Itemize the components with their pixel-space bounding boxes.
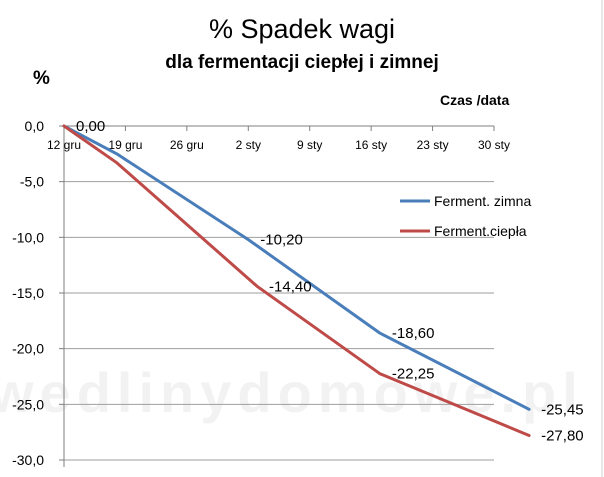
x-tick-label: 2 sty	[236, 138, 261, 152]
data-label: -10,20	[260, 232, 303, 249]
data-label: 0,00	[76, 118, 105, 135]
chart-title: % Spadek wagi	[208, 14, 396, 44]
y-tick-label: -5,0	[20, 174, 44, 190]
y-tick-label: -10,0	[12, 229, 44, 245]
data-label: -22,25	[392, 366, 435, 383]
data-label: -25,45	[541, 401, 584, 418]
series-line-ciepla	[62, 124, 531, 437]
legend-label: Ferment. zimna	[434, 193, 531, 209]
y-tick-label: -25,0	[12, 396, 44, 412]
watermark: wedlinydomowe.pl	[0, 361, 584, 424]
x-tick-label: 9 sty	[297, 138, 322, 152]
chart-subtitle: dla fermentacji ciepłej i zimnej	[165, 52, 439, 73]
y-axis-label: %	[33, 68, 50, 89]
x-tick-label: 26 gru	[170, 138, 204, 152]
y-tick-label: -15,0	[12, 285, 44, 301]
x-tick-label: 23 sty	[417, 138, 449, 152]
legend-label: Ferment.ciepła	[434, 223, 527, 239]
data-label: -14,40	[269, 278, 312, 295]
data-label: -27,80	[541, 428, 584, 445]
series-line-zimna	[62, 124, 531, 411]
x-tick-label: 16 sty	[355, 138, 387, 152]
x-axis-label: Czas /data	[440, 92, 510, 108]
x-tick-label: 30 sty	[478, 138, 510, 152]
x-tick-label: 19 gru	[108, 138, 142, 152]
y-tick-label: -30,0	[12, 452, 44, 468]
y-tick-label: -20,0	[12, 341, 44, 357]
y-tick-label: 0,0	[25, 118, 45, 134]
data-label: -18,60	[392, 325, 435, 342]
x-tick-label: 12 gru	[47, 138, 81, 152]
